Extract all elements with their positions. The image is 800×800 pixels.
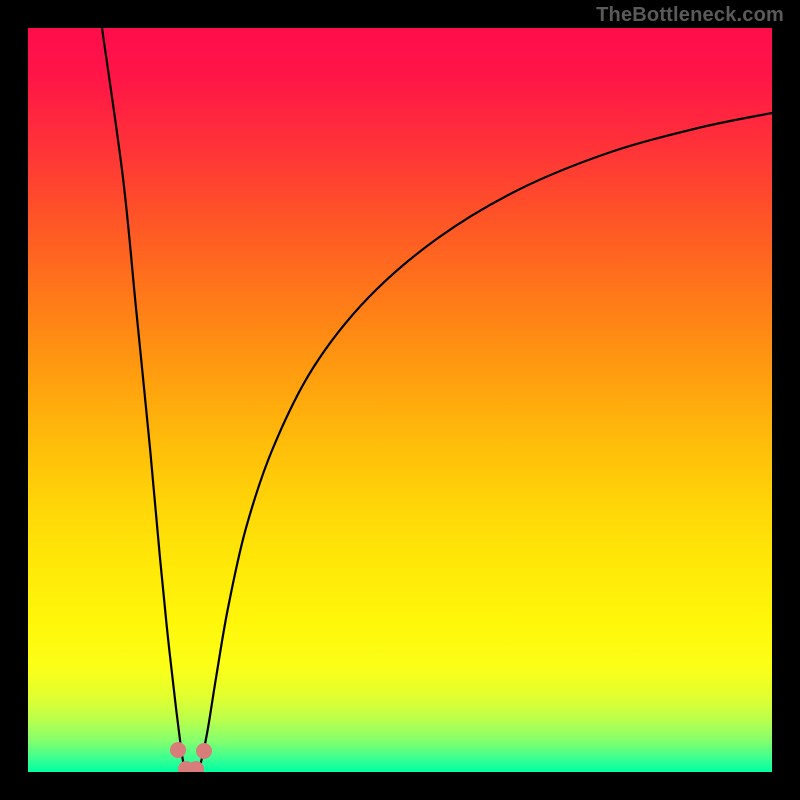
chart-container: TheBottleneck.com (0, 0, 800, 800)
curve-right-branch (198, 113, 772, 771)
curve-marker (196, 743, 212, 759)
curve-markers (170, 742, 212, 772)
curve-marker (170, 742, 186, 758)
watermark-text: TheBottleneck.com (596, 4, 784, 27)
plot-area (28, 28, 772, 772)
curve-layer (28, 28, 772, 772)
curve-left-branch (102, 28, 186, 771)
